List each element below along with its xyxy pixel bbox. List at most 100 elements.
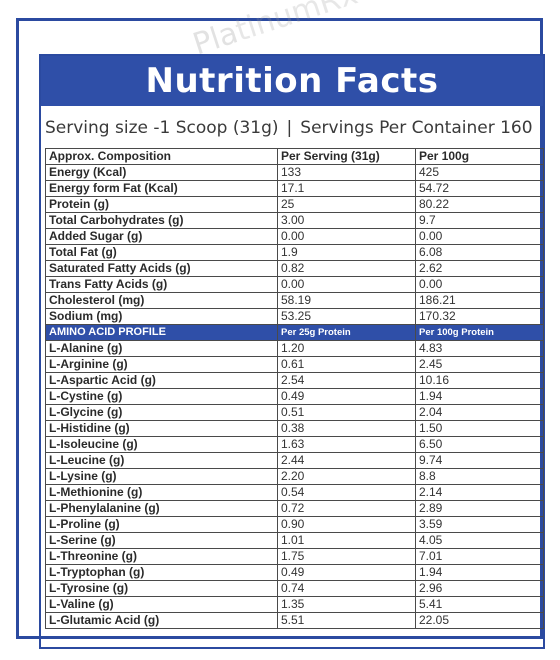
composition-row: Energy form Fat (Kcal) 17.1 54.72 — [45, 180, 544, 197]
label-cell: L-Serine (g) — [45, 532, 278, 549]
label-cell: L-Phenylalanine (g) — [45, 500, 278, 517]
servings-per-container: Servings Per Container 160 — [300, 118, 533, 138]
per-100g-cell: 0.00 — [415, 228, 544, 245]
per-100g-cell: 2.96 — [415, 580, 544, 597]
per-serving-cell: 1.35 — [277, 596, 416, 613]
per-serving-cell: 0.49 — [277, 564, 416, 581]
label-cell: AMINO ACID PROFILE — [45, 324, 278, 341]
per-serving-cell: 0.72 — [277, 500, 416, 517]
serving-line: Serving size -1 Scoop (31g) | Servings Per… — [45, 114, 543, 142]
per-100g-cell: 1.94 — [415, 564, 544, 581]
amino-acid-row: L-Cystine (g) 0.49 1.94 — [45, 388, 544, 405]
composition-row: Total Carbohydrates (g) 3.00 9.7 — [45, 212, 544, 229]
per-serving-cell: 2.44 — [277, 452, 416, 469]
label-cell: L-Aspartic Acid (g) — [45, 372, 278, 389]
amino-acid-row: L-Lysine (g) 2.20 8.8 — [45, 468, 544, 485]
amino-acid-row: L-Isoleucine (g) 1.63 6.50 — [45, 436, 544, 453]
amino-acid-row: L-Valine (g) 1.35 5.41 — [45, 596, 544, 613]
composition-row: Protein (g) 25 80.22 — [45, 196, 544, 213]
per-serving-cell: 1.01 — [277, 532, 416, 549]
amino-acid-row: L-Alanine (g) 1.20 4.83 — [45, 340, 544, 357]
composition-row: Total Fat (g) 1.9 6.08 — [45, 244, 544, 261]
per-100g-cell: Per 100g Protein — [415, 324, 544, 341]
per-100g-cell: 2.62 — [415, 260, 544, 277]
per-100g-cell: 8.8 — [415, 468, 544, 485]
per-serving-cell: 1.63 — [277, 436, 416, 453]
per-serving-cell: 0.82 — [277, 260, 416, 277]
label-cell: Saturated Fatty Acids (g) — [45, 260, 278, 277]
composition-row: Trans Fatty Acids (g) 0.00 0.00 — [45, 276, 544, 293]
composition-row: Cholesterol (mg) 58.19 186.21 — [45, 292, 544, 309]
per-100g-cell: 4.83 — [415, 340, 544, 357]
per-100g-cell: 6.08 — [415, 244, 544, 261]
label-cell: L-Histidine (g) — [45, 420, 278, 437]
label-cell: L-Leucine (g) — [45, 452, 278, 469]
per-serving-cell: 0.90 — [277, 516, 416, 533]
amino-acid-row: L-Arginine (g) 0.61 2.45 — [45, 356, 544, 373]
amino-acid-row: L-Glutamic Acid (g) 5.51 22.05 — [45, 612, 544, 629]
label-cell: L-Tryptophan (g) — [45, 564, 278, 581]
per-100g-cell: 22.05 — [415, 612, 544, 629]
per-100g-cell: 4.05 — [415, 532, 544, 549]
label-cell: Energy (Kcal) — [45, 164, 278, 181]
label-cell: L-Proline (g) — [45, 516, 278, 533]
per-serving-cell: 0.38 — [277, 420, 416, 437]
per-serving-cell: 0.49 — [277, 388, 416, 405]
composition-row: Saturated Fatty Acids (g) 0.82 2.62 — [45, 260, 544, 277]
per-100g-cell: 1.50 — [415, 420, 544, 437]
label-cell: Trans Fatty Acids (g) — [45, 276, 278, 293]
composition-row: Sodium (mg) 53.25 170.32 — [45, 308, 544, 325]
composition-row: Energy (Kcal) 133 425 — [45, 164, 544, 181]
label-cell: Added Sugar (g) — [45, 228, 278, 245]
label-cell: L-Threonine (g) — [45, 548, 278, 565]
per-100g-cell: 7.01 — [415, 548, 544, 565]
label-cell: L-Cystine (g) — [45, 388, 278, 405]
per-100g-cell: 2.45 — [415, 356, 544, 373]
per-100g-cell: 10.16 — [415, 372, 544, 389]
amino-acid-row: L-Tryptophan (g) 0.49 1.94 — [45, 564, 544, 581]
label-cell: Sodium (mg) — [45, 308, 278, 325]
amino-acid-row: L-Proline (g) 0.90 3.59 — [45, 516, 544, 533]
per-100g-cell: 6.50 — [415, 436, 544, 453]
per-100g-cell: 9.7 — [415, 212, 544, 229]
serving-size: Serving size -1 Scoop (31g) — [45, 118, 279, 138]
per-serving-cell: 2.20 — [277, 468, 416, 485]
per-100g-cell: 2.04 — [415, 404, 544, 421]
per-100g-cell: 425 — [415, 164, 544, 181]
per-serving-cell: 25 — [277, 196, 416, 213]
label-cell: L-Arginine (g) — [45, 356, 278, 373]
nutrition-panel: Nutrition Facts Serving size -1 Scoop (3… — [39, 54, 545, 649]
per-100g-cell: 2.89 — [415, 500, 544, 517]
per-serving-cell: 0.74 — [277, 580, 416, 597]
label-cell: Approx. Composition — [45, 148, 278, 165]
label-cell: L-Glycine (g) — [45, 404, 278, 421]
per-serving-cell: 0.00 — [277, 276, 416, 293]
label-cell: L-Methionine (g) — [45, 484, 278, 501]
composition-row: Added Sugar (g) 0.00 0.00 — [45, 228, 544, 245]
per-serving-cell: 0.54 — [277, 484, 416, 501]
per-serving-cell: 1.20 — [277, 340, 416, 357]
amino-acid-row: L-Serine (g) 1.01 4.05 — [45, 532, 544, 549]
per-100g-cell: 0.00 — [415, 276, 544, 293]
serving-separator: | — [286, 118, 293, 138]
per-serving-cell: 1.9 — [277, 244, 416, 261]
composition-header-row: Approx. Composition Per Serving (31g) Per … — [45, 148, 544, 165]
per-serving-cell: 0.61 — [277, 356, 416, 373]
amino-acid-row: L-Threonine (g) 1.75 7.01 — [45, 548, 544, 565]
amino-acid-row: L-Tyrosine (g) 0.74 2.96 — [45, 580, 544, 597]
label-cell: L-Lysine (g) — [45, 468, 278, 485]
per-serving-cell: 58.19 — [277, 292, 416, 309]
per-100g-cell: 1.94 — [415, 388, 544, 405]
amino-acid-row: L-Phenylalanine (g) 0.72 2.89 — [45, 500, 544, 517]
label-cell: Protein (g) — [45, 196, 278, 213]
per-100g-cell: 9.74 — [415, 452, 544, 469]
label-cell: Energy form Fat (Kcal) — [45, 180, 278, 197]
amino-acid-header-row: AMINO ACID PROFILE Per 25g Protein Per 100… — [45, 324, 544, 341]
label-cell: L-Tyrosine (g) — [45, 580, 278, 597]
per-100g-cell: 54.72 — [415, 180, 544, 197]
label-cell: L-Isoleucine (g) — [45, 436, 278, 453]
label-cell: L-Alanine (g) — [45, 340, 278, 357]
panel-title: Nutrition Facts — [145, 61, 439, 101]
per-100g-cell: 5.41 — [415, 596, 544, 613]
amino-acid-row: L-Aspartic Acid (g) 2.54 10.16 — [45, 372, 544, 389]
